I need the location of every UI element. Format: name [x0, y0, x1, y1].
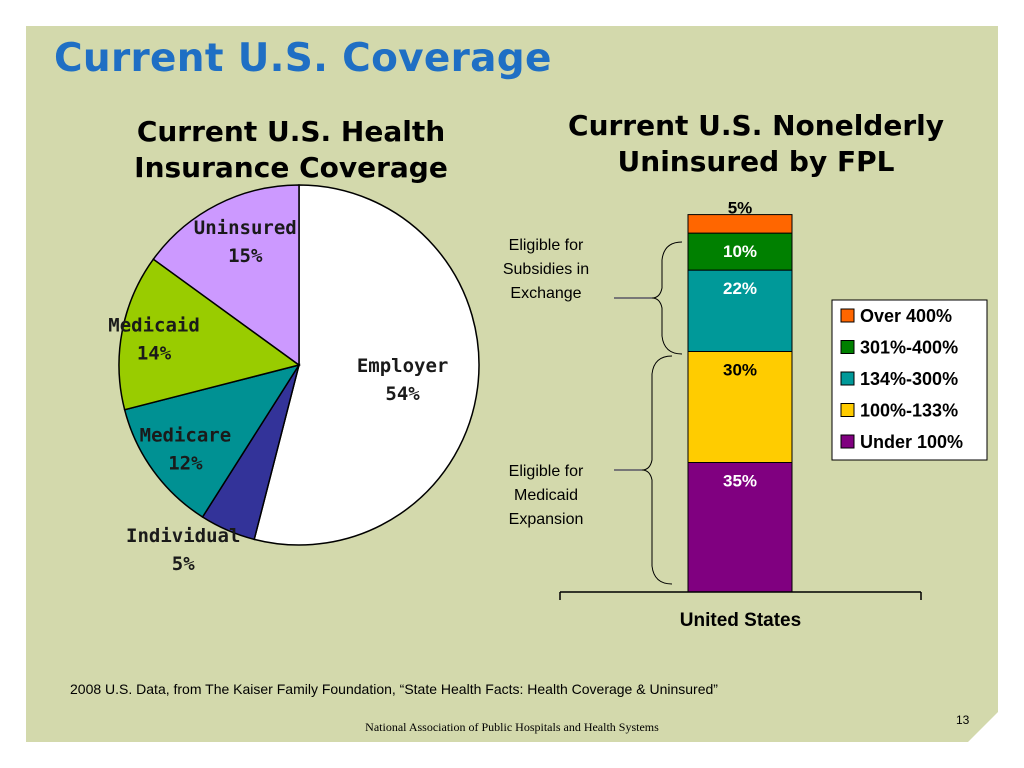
medicaid-annotation-line: Expansion [509, 511, 584, 528]
bracket [642, 356, 672, 584]
subsidies-annotation-line: Exchange [510, 285, 581, 302]
slide-title: Current U.S. Coverage [54, 36, 552, 81]
pie-label-value: 54% [385, 383, 420, 405]
pie-slice-uninsured [153, 185, 299, 365]
bar-title-line: Current U.S. Nonelderly [568, 109, 944, 142]
medicaid-annotation-line: Medicaid [514, 487, 578, 504]
legend-swatch [841, 341, 854, 354]
legend-box [832, 300, 987, 460]
legend-swatch [841, 372, 854, 385]
bracket [652, 242, 682, 354]
legend-swatch [841, 435, 854, 448]
subsidies-annotation-line: Subsidies in [503, 261, 589, 278]
footer-organization: National Association of Public Hospitals… [365, 720, 659, 734]
bar-legend: Over 400% 301%-400% 134%-300% 100%-133% Unde… [832, 300, 987, 460]
legend-entry: 134%-300% [860, 369, 958, 389]
pie-chart-title: Current U.S. Health Insurance Coverage [106, 114, 476, 186]
bar-data-label: 35% [723, 472, 757, 491]
pie-chart: Employer 54% Individual 5% Medicare 12% Medica… [108, 185, 479, 575]
bar-data-label: 10% [723, 242, 757, 261]
pie-label-value: 15% [228, 245, 263, 267]
pie-slice-employer [254, 185, 479, 545]
bar-data-label: 30% [723, 361, 757, 380]
pie-slice-medicaid [119, 259, 299, 410]
bar-title-line: Uninsured by FPL [617, 145, 895, 178]
pie-label-name: Employer [357, 355, 449, 377]
legend-entry: Under 100% [860, 432, 963, 452]
medicaid-annotation-line: Eligible for [509, 463, 584, 480]
charts-canvas: Employer 54% Individual 5% Medicare 12% Medica… [26, 26, 998, 742]
legend-entry: Over 400% [860, 306, 952, 326]
bar-data-label: 5% [728, 199, 753, 218]
bar-segment [688, 215, 792, 234]
pie-title-line: Insurance Coverage [134, 151, 448, 184]
pie-label-value: 5% [172, 553, 195, 575]
pie-label-name: Uninsured [194, 217, 297, 239]
stacked-bar-chart: 35% 30% 22% 10% 5% United States [560, 199, 921, 631]
bar-data-label: 22% [723, 279, 757, 298]
pie-label-name: Individual [126, 525, 240, 547]
legend-swatch [841, 309, 854, 322]
subsidies-annotation-line: Eligible for [509, 237, 584, 254]
legend-entry: 301%-400% [860, 338, 958, 358]
pie-title-line: Current U.S. Health [136, 115, 446, 148]
eligibility-annotations: Eligible for Subsidies in Exchange Eligible… [503, 237, 682, 584]
bar-segment [688, 270, 792, 351]
page-number: 13 [956, 713, 970, 727]
bar-segment [688, 233, 792, 270]
pie-label-name: Medicaid [108, 314, 200, 336]
slide: Current U.S. Coverage Current U.S. Healt… [26, 26, 998, 742]
bar-chart-title: Current U.S. Nonelderly Uninsured by FPL [546, 108, 966, 180]
legend-entry: 100%-133% [860, 401, 958, 421]
x-category-label: United States [680, 610, 801, 631]
pie-slice-medicare [125, 365, 299, 517]
pie-label-value: 12% [168, 453, 203, 475]
pie-label-name: Medicare [140, 425, 232, 447]
pie-label-value: 14% [137, 342, 172, 364]
source-note: 2008 U.S. Data, from The Kaiser Family F… [70, 681, 718, 697]
legend-swatch [841, 404, 854, 417]
